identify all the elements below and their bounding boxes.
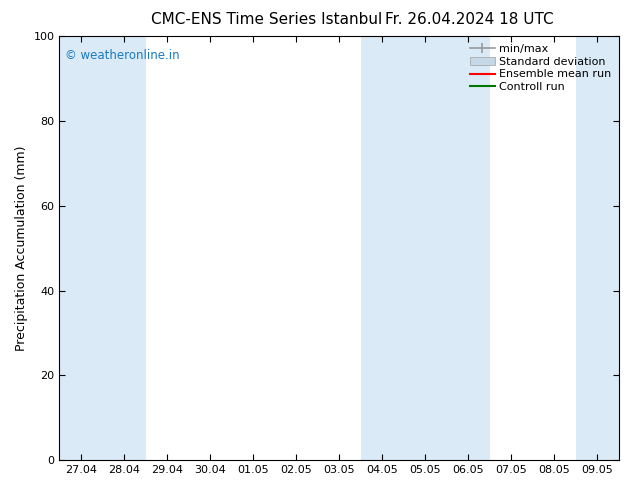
Text: CMC-ENS Time Series Istanbul: CMC-ENS Time Series Istanbul [151,12,382,27]
Text: © weatheronline.in: © weatheronline.in [65,49,179,62]
Legend: min/max, Standard deviation, Ensemble mean run, Controll run: min/max, Standard deviation, Ensemble me… [468,42,614,95]
Bar [60,36,146,460]
Y-axis label: Precipitation Accumulation (mm): Precipitation Accumulation (mm) [15,146,28,351]
Bar [576,36,619,460]
Text: Fr. 26.04.2024 18 UTC: Fr. 26.04.2024 18 UTC [385,12,553,27]
Bar [447,36,490,460]
Bar [361,36,447,460]
